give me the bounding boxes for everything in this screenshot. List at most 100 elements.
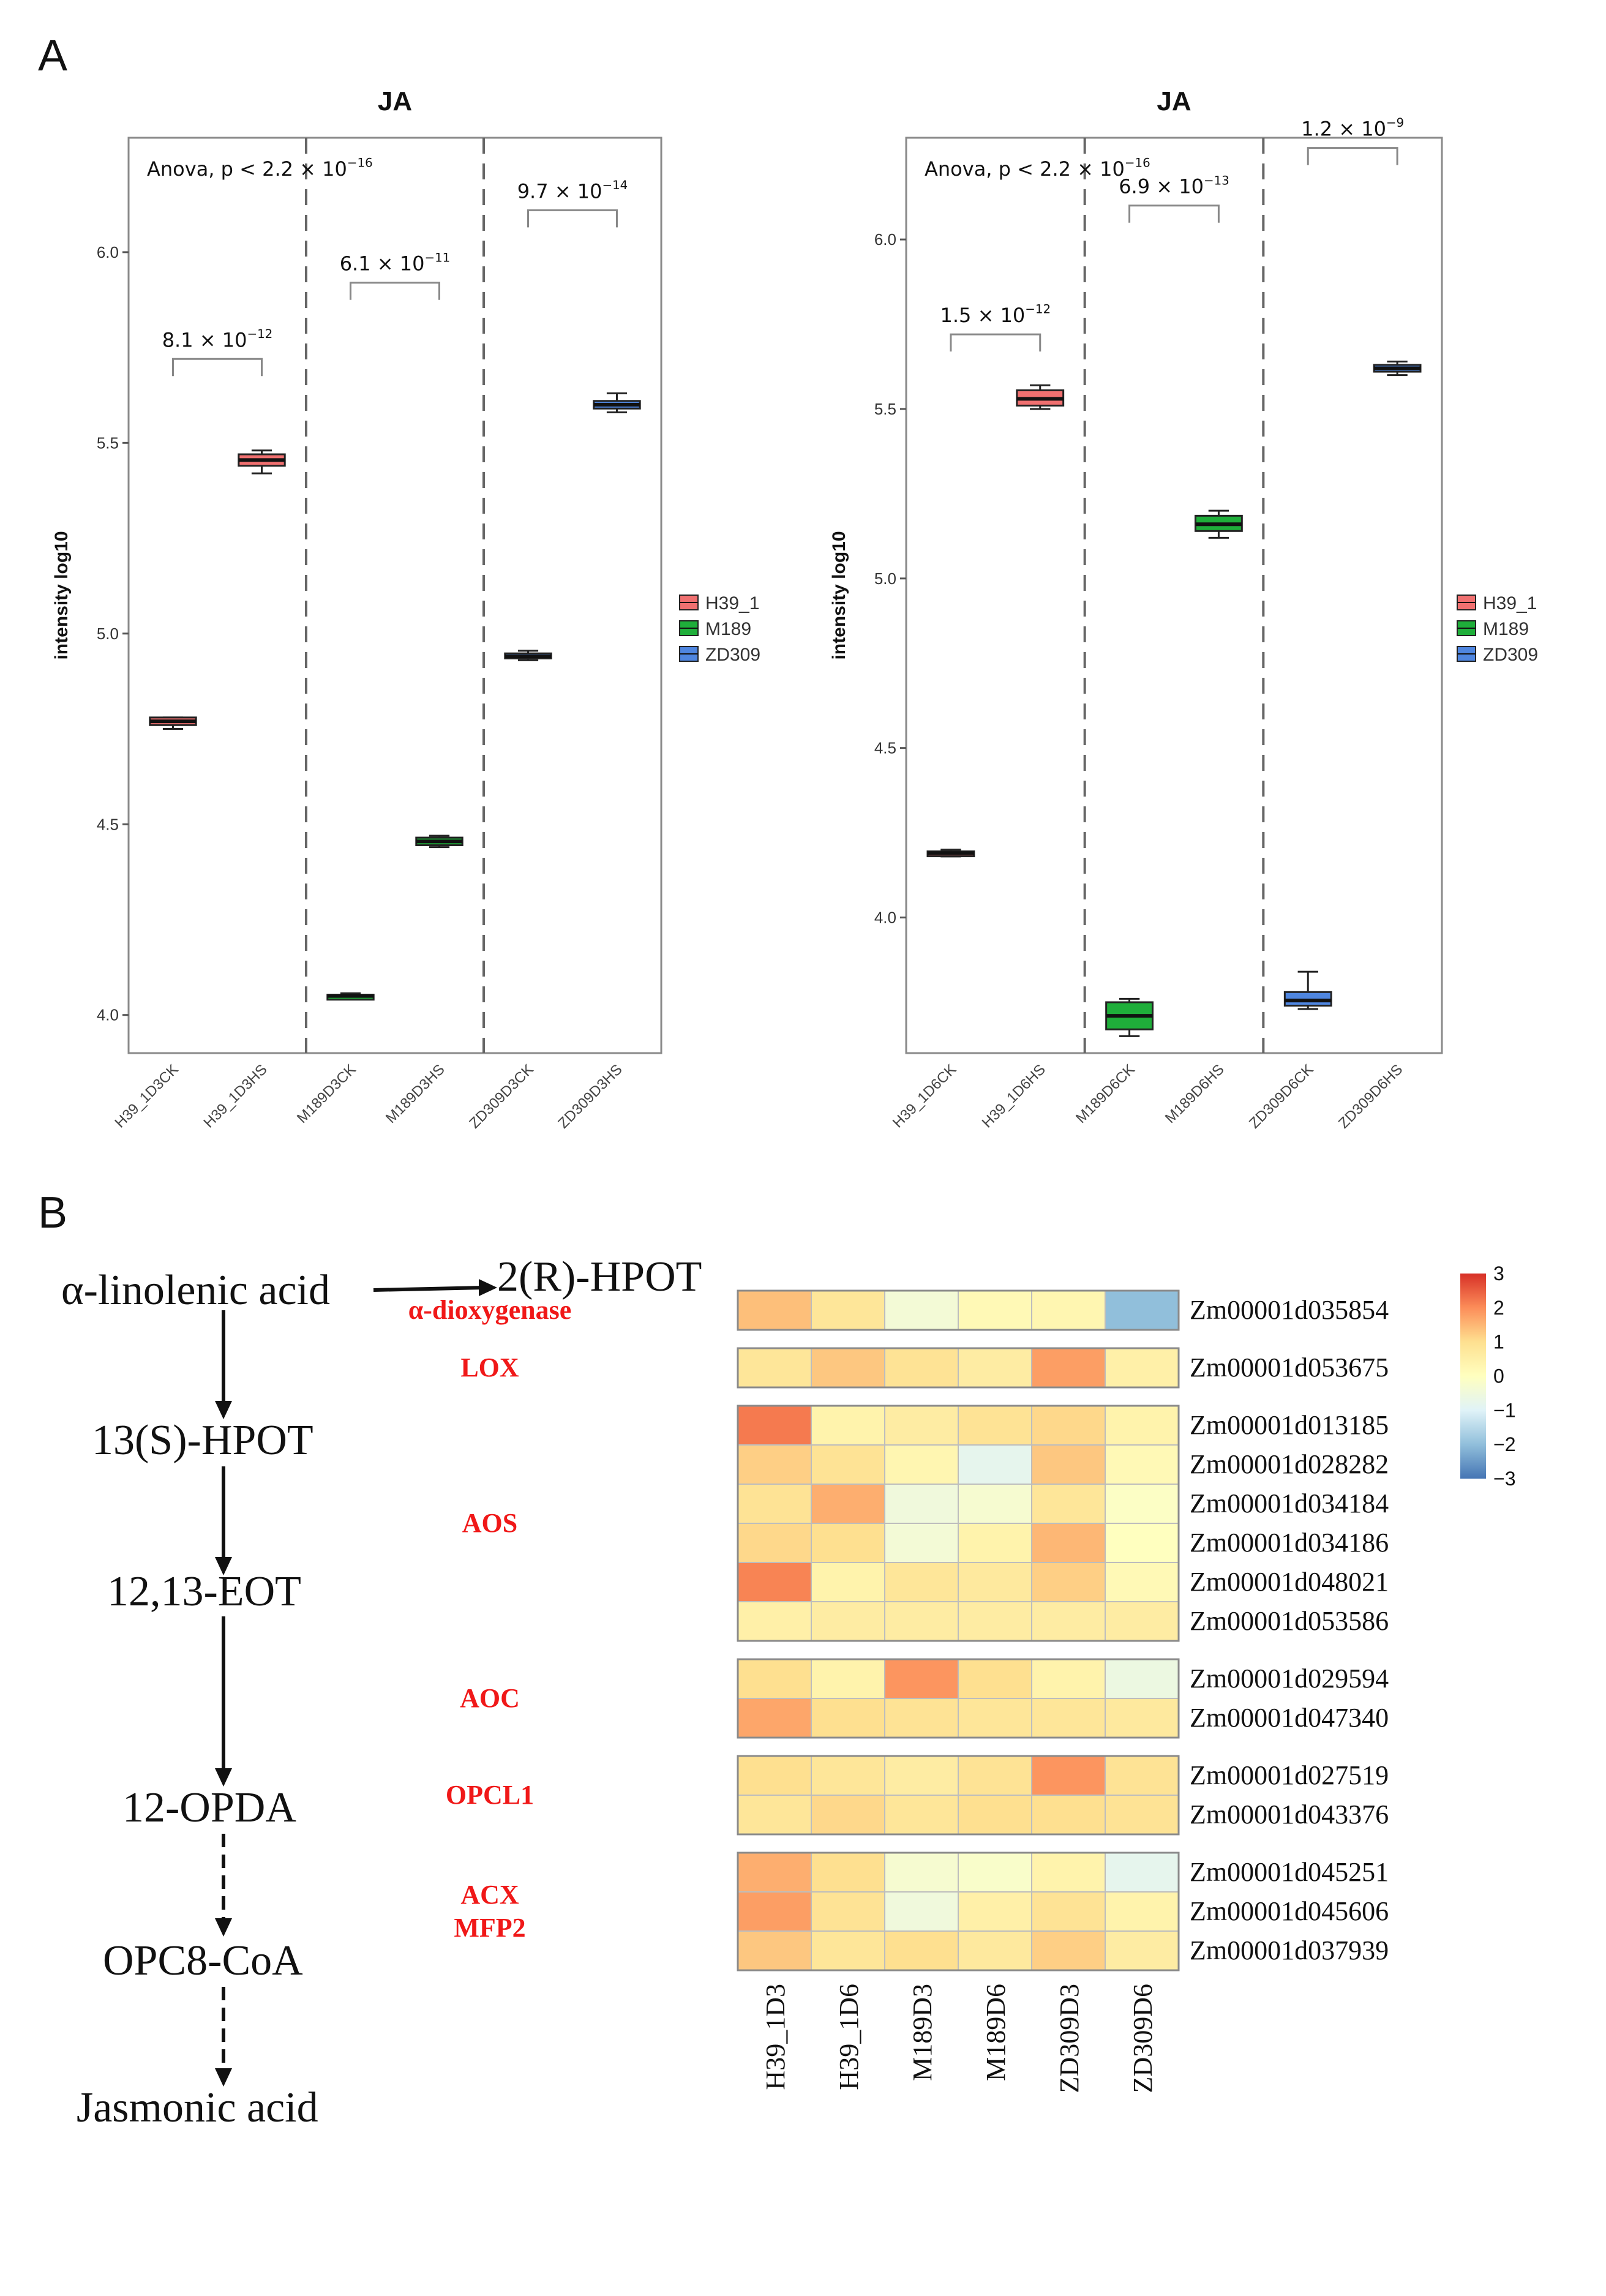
heat-cell xyxy=(958,1755,1032,1796)
arrowhead xyxy=(215,1557,232,1575)
heat-cell xyxy=(884,1930,959,1971)
heat-cell xyxy=(884,1795,959,1835)
colorbar-tick-label: 1 xyxy=(1493,1331,1504,1353)
legend-label: H39_1 xyxy=(705,593,759,613)
compound-alpha-linolenic-acid: α-linolenic acid xyxy=(61,1267,330,1314)
heat-cell xyxy=(958,1405,1032,1446)
arrowhead xyxy=(215,1918,232,1937)
colorbar-tick-label: −3 xyxy=(1493,1468,1515,1490)
comparison-bracket xyxy=(1307,147,1398,165)
heat-cell xyxy=(737,1484,812,1524)
heat-cell xyxy=(811,1444,885,1485)
y-axis-label: intensity log10 xyxy=(51,531,72,659)
gene-label: Zm00001d013185 xyxy=(1190,1410,1389,1440)
y-tick-label: 4.0 xyxy=(97,1006,119,1024)
chart-title: JA xyxy=(378,86,412,116)
heat-cell xyxy=(884,1484,959,1524)
legend: H39_1 M189 ZD309 xyxy=(1457,593,1538,665)
heat-cell xyxy=(884,1444,959,1485)
arrowhead xyxy=(479,1279,497,1296)
heat-cell xyxy=(1031,1444,1106,1485)
x-tick-label: H39_1D3CK xyxy=(111,1061,181,1131)
gene-label: Zm00001d034186 xyxy=(1190,1528,1389,1558)
y-tick-label: 5.5 xyxy=(874,400,896,418)
heat-cell xyxy=(884,1852,959,1893)
heat-cell xyxy=(1031,1348,1106,1388)
panel-label-b: B xyxy=(38,1188,67,1237)
heat-cell xyxy=(884,1562,959,1602)
heat-cell xyxy=(811,1698,885,1738)
comparison-bracket xyxy=(172,358,263,377)
heat-cell xyxy=(811,1755,885,1796)
heat-cell xyxy=(1105,1290,1179,1330)
heat-cell xyxy=(737,1601,812,1641)
boxplot-d3: JA 4.0 4.5 5.0 5.5 6.0 intensity log10 H39_1D3C… xyxy=(51,86,760,1131)
heat-cell xyxy=(884,1601,959,1641)
y-tick-label: 6.0 xyxy=(874,230,896,249)
heat-cell xyxy=(1105,1755,1179,1796)
heat-cell xyxy=(958,1852,1032,1893)
comparison-pvalue: 6.1 × 10−11 xyxy=(340,250,451,275)
heat-cell xyxy=(884,1523,959,1563)
comparison-bracket xyxy=(350,282,440,300)
colorbar-tick-label: −1 xyxy=(1493,1399,1515,1421)
legend-label: ZD309 xyxy=(1483,645,1538,665)
heat-block-frame xyxy=(737,1755,1180,1836)
gene-label: Zm00001d045251 xyxy=(1190,1857,1389,1887)
heat-cell xyxy=(737,1523,812,1563)
gene-label: Zm00001d035854 xyxy=(1190,1295,1389,1325)
heat-cell xyxy=(1105,1405,1179,1446)
column-label: ZD309D3 xyxy=(1054,1984,1084,2093)
heat-cell xyxy=(958,1290,1032,1330)
comparison-pvalue: 1.5 × 10−12 xyxy=(940,302,1051,327)
gene-label: Zm00001d043376 xyxy=(1190,1799,1389,1829)
y-tick-label: 5.5 xyxy=(97,433,119,452)
x-tick-label: H39_1D3HS xyxy=(200,1061,270,1131)
plot-frame xyxy=(905,137,1443,1054)
heat-cell xyxy=(811,1523,885,1563)
column-label: H39_1D3 xyxy=(760,1984,790,2090)
legend: H39_1 M189 ZD309 xyxy=(679,593,760,665)
comparison-pvalue: 9.7 × 10−14 xyxy=(517,178,628,203)
heat-cell xyxy=(737,1290,812,1330)
chart-title: JA xyxy=(1157,86,1191,116)
heat-cell xyxy=(737,1444,812,1485)
gene-label: Zm00001d053586 xyxy=(1190,1606,1389,1636)
gene-label: Zm00001d027519 xyxy=(1190,1760,1389,1790)
enzyme-label: α-dioxygenase xyxy=(408,1295,572,1325)
ja-pathway-diagram: α-linolenic acid 2(R)-HPOT 13(S)-HPOT 12… xyxy=(61,1253,702,2131)
heat-cell xyxy=(1031,1698,1106,1738)
comparison-pvalue: 1.2 × 10−9 xyxy=(1301,116,1404,140)
y-axis-label: intensity log10 xyxy=(829,531,849,659)
heat-cell xyxy=(811,1484,885,1524)
legend-label: ZD309 xyxy=(705,645,760,665)
x-tick-label: ZD309D6HS xyxy=(1335,1061,1406,1131)
compound-12-opda: 12-OPDA xyxy=(122,1784,296,1831)
heat-cell xyxy=(1105,1348,1179,1388)
heat-cell xyxy=(958,1484,1032,1524)
x-tick-label: M189D6CK xyxy=(1073,1061,1138,1127)
compound-12-13-eot: 12,13-EOT xyxy=(107,1568,301,1615)
arrowhead xyxy=(215,2068,232,2087)
heat-cell xyxy=(1031,1891,1106,1932)
heat-cell xyxy=(1031,1484,1106,1524)
heat-cell xyxy=(1105,1601,1179,1641)
heat-cell xyxy=(737,1891,812,1932)
gene-label: Zm00001d048021 xyxy=(1190,1567,1389,1597)
heat-cell xyxy=(1031,1852,1106,1893)
y-tick-label: 6.0 xyxy=(97,243,119,261)
heat-cell xyxy=(1105,1795,1179,1835)
heat-cell xyxy=(1031,1290,1106,1330)
gene-expression-heatmap: Zm00001d035854 α-dioxygenase Zm00001d05367… xyxy=(408,1289,1389,2093)
colorbar-bar xyxy=(1460,1274,1486,1479)
heat-block-frame xyxy=(737,1405,1180,1642)
heat-cell xyxy=(737,1852,812,1893)
heat-cell xyxy=(958,1930,1032,1971)
enzyme-label: AOC xyxy=(460,1683,520,1713)
heat-cell xyxy=(737,1405,812,1446)
heat-cell xyxy=(884,1659,959,1699)
gene-label: Zm00001d029594 xyxy=(1190,1664,1389,1694)
heatmap-colorbar: 3 2 1 0 −1 −2 −3 xyxy=(1460,1262,1515,1490)
column-label: H39_1D6 xyxy=(834,1984,864,2090)
x-tick-label: ZD309D6CK xyxy=(1246,1061,1316,1131)
